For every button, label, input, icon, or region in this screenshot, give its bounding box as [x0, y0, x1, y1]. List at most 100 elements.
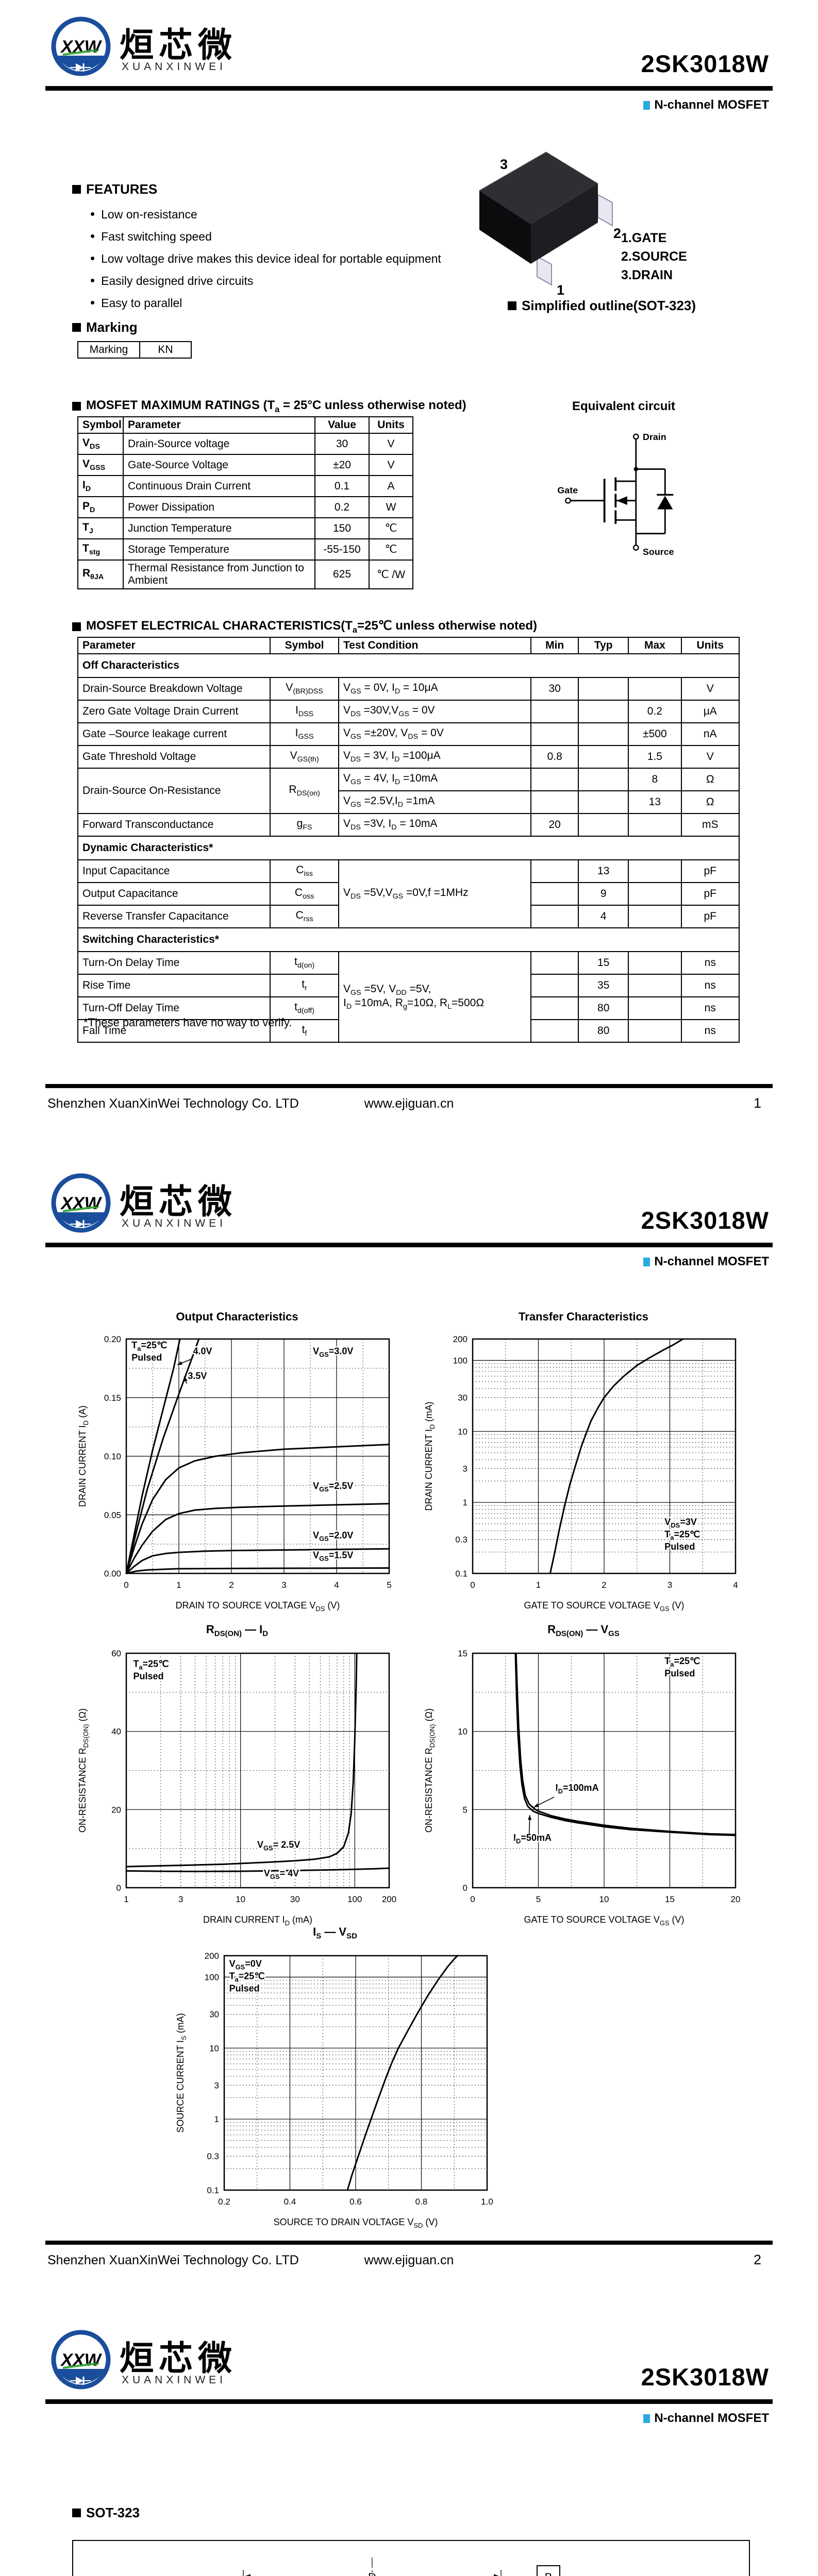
chart-text: 200 [382, 1894, 396, 1904]
table-row: Dynamic Characteristics* [77, 836, 740, 860]
chart-text: SOURCE TO DRAIN VOLTAGE VSD (V) [274, 2217, 438, 2229]
chart-text: 0.3 [455, 1535, 468, 1545]
header-cell: Symbol [77, 416, 124, 434]
chart-text: 3 [214, 2081, 219, 2091]
page-number: 2 [753, 2252, 761, 2267]
cell: Turn-On Delay Time [77, 951, 271, 975]
cell: Gate-Source Voltage [123, 454, 315, 476]
chart-text: 3.5V [188, 1370, 207, 1381]
equivalent-circuit: Drain Gate Source [557, 432, 674, 557]
chart-text: 3 [667, 1580, 672, 1590]
cell: Turn-Off Delay Time [77, 996, 271, 1020]
company-logo: XXW [51, 2330, 111, 2389]
rdson-id-chart: RDS(ON) — ID 1 3 10 30 100 200 0 20 40 60 Ta=25℃ Pu… [72, 1623, 402, 1950]
rdson-vgs-chart: RDS(ON) — VGS 0 5 10 15 20 0 5 10 15 Ta=25℃ Pulsed… [419, 1623, 748, 1950]
cell: Crss [270, 905, 340, 928]
cell: ℃ /W [369, 560, 413, 589]
cell: 13 [578, 859, 629, 883]
chart-text: 200 [453, 1334, 468, 1344]
chart-text: 4.0V [193, 1346, 212, 1357]
cell: 4 [578, 905, 629, 928]
table-row: Symbol Parameter Value Units [77, 416, 413, 434]
table-row: ID Continuous Drain Current 0.1 A [77, 475, 413, 497]
cell [628, 859, 682, 883]
cell: ns [680, 1019, 740, 1043]
table-row: Input Capacitance Ciss VDS =5V,VGS =0V,f =… [77, 859, 740, 928]
table-row: VGSS Gate-Source Voltage ±20 V [77, 454, 413, 476]
cell [628, 974, 682, 997]
page-3: XXW 烜芯微 XUANXINWEI 2SK3018W N-channel MO… [0, 2313, 818, 2576]
chart-text: 20 [731, 1894, 741, 1904]
equivalent-circuit-title: Equivalent circuit [572, 399, 676, 413]
chart-text: 20 [111, 1805, 121, 1815]
chart-title: IS — VSD [313, 1925, 357, 1941]
table-row: RθJA Thermal Resistance from Junction to … [77, 560, 413, 589]
cell: mS [680, 813, 740, 837]
chart-text: GATE TO SOURCE VOLTAGE VGS (V) [524, 1914, 684, 1927]
cell [530, 951, 579, 975]
cell: ns [680, 951, 740, 975]
outline-caption: Simplified outline(SOT-323) [508, 298, 696, 314]
part-number: 2SK3018W [641, 50, 769, 77]
chart-text: Pulsed [664, 1669, 695, 1679]
cell: Off Characteristics [77, 653, 740, 678]
blue-square-icon [643, 2414, 650, 2423]
chart-plot: 1 3 10 30 100 200 0 20 40 60 Ta=25℃ Pulsed VGS= 2.5V… [72, 1638, 402, 1950]
header-rule [45, 1243, 773, 1247]
chart-text: 4 [733, 1580, 738, 1590]
marking-title: Marking [86, 319, 138, 335]
chart-text: 0.8 [415, 2197, 428, 2207]
drain-label: Drain [643, 432, 666, 442]
marking-table: Marking KN [77, 341, 192, 359]
list-item: Low on-resistance [90, 206, 441, 222]
cell [530, 882, 579, 906]
chart-plot: 0.2 0.4 0.6 0.8 1.0 0.1 0.3 1 3 10 30 100 200 VGS=0V T… [170, 1940, 500, 2252]
pin2-number: 2 [613, 226, 621, 241]
elec-char-title: MOSFET ELECTRICAL CHARACTERISTICS(Ta=25℃… [86, 619, 538, 635]
cell: Input Capacitance [77, 859, 271, 883]
cell: 0.1 [314, 475, 370, 497]
cell: pF [680, 859, 740, 883]
series-VGS=4.0V [125, 1338, 181, 1574]
cell [530, 722, 579, 746]
cell: V [369, 454, 413, 476]
chart-text: Ta=25℃ [664, 1656, 700, 1669]
cell: Switching Characteristics* [77, 927, 740, 952]
device-type-badge: N-channel MOSFET [643, 2411, 769, 2426]
table-row: Tstg Storage Temperature -55-150 ℃ [77, 538, 413, 561]
cell [578, 700, 629, 723]
chart-text: 0.10 [104, 1452, 121, 1462]
chart-text: 0.6 [349, 2197, 362, 2207]
cell: Drain-Source On-Resistance [77, 768, 271, 814]
chart-text: 0.4 [284, 2197, 296, 2207]
cell: ±500 [628, 722, 682, 746]
chart-text: 1 [536, 1580, 541, 1590]
cell: tr [270, 974, 340, 997]
cell [628, 677, 682, 701]
table-row: Output Capacitance Coss 9 pF [77, 882, 740, 906]
table-row: Forward Transconductance gFS VDS =3V, ID =… [77, 813, 740, 837]
cell [530, 905, 579, 928]
sot323-title: SOT-323 [86, 2505, 140, 2520]
list-item: Easy to parallel [90, 295, 441, 311]
chart-text: 100 [205, 1973, 219, 1982]
chart-plot: 0 1 2 3 4 0.1 0.3 1 3 10 30 100 200 VDS=3V Ta=25℃ Pulse… [419, 1324, 748, 1635]
chart-text: 3 [178, 1894, 183, 1904]
chart-text: 40 [111, 1727, 121, 1737]
part-number: 2SK3018W [641, 1207, 769, 1234]
source-label: Source [643, 547, 674, 557]
header-cell: Typ [578, 637, 629, 654]
cell: gFS [270, 813, 340, 837]
cell: Output Capacitance [77, 882, 271, 906]
chart-text: DRAIN TO SOURCE VOLTAGE VDS (V) [176, 1600, 340, 1613]
chart-title: Transfer Characteristics [519, 1310, 648, 1323]
device-type-badge: N-channel MOSFET [643, 98, 769, 112]
chart-text: VGS=2.5V [313, 1481, 353, 1493]
cell: ℃ [369, 517, 413, 539]
table-row: TJ Junction Temperature 150 ℃ [77, 517, 413, 539]
section-marker-icon [72, 402, 81, 411]
chart-text: 2 [229, 1580, 233, 1590]
cell: Rise Time [77, 974, 271, 997]
table-row: Rise Time tr 35 ns [77, 974, 740, 997]
series-ID=100mA [515, 1652, 737, 1836]
